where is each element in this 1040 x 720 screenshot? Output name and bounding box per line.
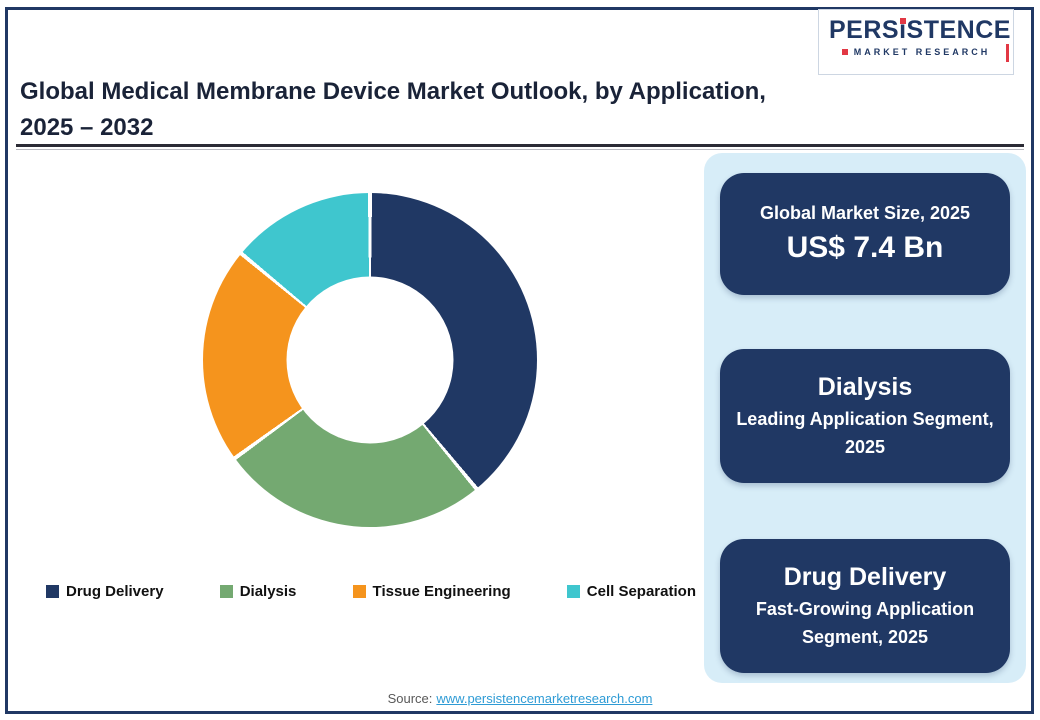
logo-text-stence: STENCE	[906, 16, 1011, 44]
card-fast-growing-segment-subtitle: Fast-Growing Application Segment, 2025	[755, 599, 975, 647]
logo-letter-i: i	[899, 16, 907, 44]
legend-item-cell-separation: Cell Separation	[566, 583, 696, 600]
logo-subtitle: MARKET RESEARCH	[853, 47, 991, 57]
source-label: Source:	[387, 691, 433, 706]
donut-chart	[203, 193, 537, 527]
legend-swatch-drug-delivery	[46, 585, 59, 598]
logo-red-bar-icon	[1006, 44, 1009, 62]
legend-item-drug-delivery: Drug Delivery	[46, 583, 164, 600]
page-title-line1: Global Medical Membrane Device Market Ou…	[20, 78, 766, 105]
card-leading-segment-subtitle: Leading Application Segment, 2025	[736, 409, 994, 457]
card-market-size-value: US$ 7.4 Bn	[786, 231, 944, 264]
donut-hole	[286, 276, 454, 444]
title-rule	[16, 144, 1024, 147]
legend: Drug Delivery Dialysis Tissue Engineerin…	[46, 583, 696, 600]
logo-wordmark: PERSiSTENCE	[829, 16, 1010, 44]
legend-label-cell-separation: Cell Separation	[586, 583, 696, 600]
source-line: Source: www.persistencemarketresearch.com	[0, 691, 1040, 706]
legend-item-dialysis: Dialysis	[219, 583, 297, 600]
card-market-size: Global Market Size, 2025 US$ 7.4 Bn	[720, 173, 1010, 295]
legend-item-tissue-engineering: Tissue Engineering	[352, 583, 511, 600]
legend-label-dialysis: Dialysis	[239, 583, 297, 600]
card-leading-segment-title: Dialysis	[817, 373, 913, 401]
card-fast-growing-segment: Drug Delivery Fast-Growing Application S…	[720, 539, 1010, 673]
side-panel: Global Market Size, 2025 US$ 7.4 Bn Dial…	[704, 153, 1026, 683]
logo-subtitle-row: MARKET RESEARCH	[829, 47, 1003, 57]
card-leading-segment: Dialysis Leading Application Segment, 20…	[720, 349, 1010, 483]
title-rule-shadow	[16, 149, 1024, 150]
legend-swatch-dialysis	[219, 585, 233, 598]
card-fast-growing-segment-title: Drug Delivery	[783, 563, 947, 591]
source-link[interactable]: www.persistencemarketresearch.com	[436, 691, 653, 706]
page-title-line2: 2025 – 2032	[20, 114, 154, 141]
card-market-size-title: Global Market Size, 2025	[759, 203, 971, 223]
legend-label-drug-delivery: Drug Delivery	[66, 583, 164, 600]
legend-swatch-tissue-engineering	[352, 585, 366, 598]
legend-swatch-cell-separation	[566, 585, 580, 598]
brand-logo: PERSiSTENCE MARKET RESEARCH	[818, 9, 1014, 75]
logo-red-square-icon	[841, 49, 848, 55]
page-title: Global Medical Membrane Device Market Ou…	[20, 74, 1000, 146]
logo-text-pers: PERS	[829, 16, 900, 44]
legend-label-tissue-engineering: Tissue Engineering	[372, 583, 511, 600]
